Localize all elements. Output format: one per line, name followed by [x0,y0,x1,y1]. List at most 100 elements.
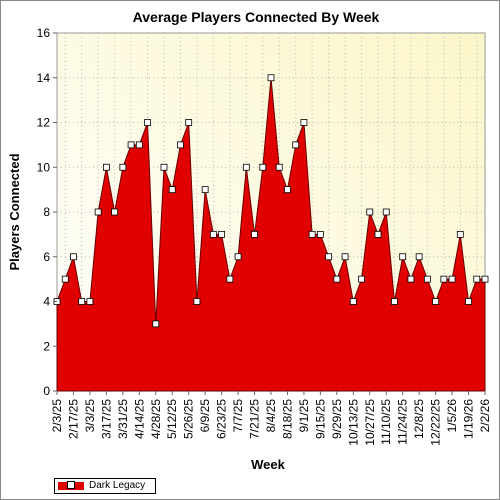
data-point [209,230,217,238]
x-axis-label: Week [251,457,285,472]
y-tick-label: 10 [37,160,51,174]
data-point [333,275,341,283]
data-point [399,253,407,261]
x-tick-label: 5/12/25 [165,399,179,439]
data-point [127,141,135,149]
data-point [481,275,489,283]
data-points [53,74,489,328]
x-tick-label: 3/17/25 [99,399,113,439]
y-tick-label: 0 [43,384,50,398]
legend-label: Dark Legacy [89,480,146,491]
x-tick-label: 6/23/25 [215,399,229,439]
data-point [292,141,300,149]
y-tick-label: 4 [43,295,50,309]
x-tick-label: 1/5/26 [445,399,459,433]
x-tick-labels: 2/3/25 2/17/25 3/3/25 3/17/25 3/31/25 4/14/25… [50,391,492,446]
data-point [465,298,472,305]
x-tick-label: 1/19/26 [462,399,476,439]
data-point [284,186,291,194]
data-point [185,119,193,126]
x-tick-label: 5/26/25 [182,399,196,439]
data-point [374,230,382,238]
x-tick-label: 6/9/25 [198,399,212,433]
data-point [275,163,283,171]
y-axis-label: Players Connected [7,153,22,270]
data-point [308,230,316,238]
x-tick-label: 2/3/25 [50,399,64,433]
data-point [366,208,374,216]
x-tick-label: 12/22/25 [429,399,443,446]
data-point [259,163,267,171]
x-tick-label: 7/21/25 [248,399,262,439]
data-point [349,298,357,305]
x-tick-label: 3/31/25 [116,399,130,439]
x-tick-label: 2/17/25 [66,399,80,439]
legend-marker [67,481,75,489]
x-tick-label: 11/10/25 [379,399,393,445]
data-point [234,253,242,261]
data-point [70,253,77,261]
data-point [111,208,119,216]
data-point [135,141,143,149]
data-point [242,163,250,171]
data-point [267,74,275,82]
data-point [300,119,308,126]
data-point [119,163,127,171]
data-point [391,298,398,305]
x-tick-label: 7/7/25 [231,399,245,433]
x-tick-label: 8/18/25 [280,399,294,439]
data-point [448,275,456,283]
legend: Dark Legacy [54,478,156,494]
y-tick-label: 6 [43,250,50,264]
data-point [152,320,160,328]
x-tick-label: 9/1/25 [297,399,311,433]
data-point [432,298,440,305]
data-point [473,275,481,283]
x-tick-label: 4/28/25 [149,399,163,439]
data-point [193,298,201,305]
data-point [168,186,176,194]
data-point [415,253,423,261]
data-point [251,230,258,238]
data-point [341,253,349,261]
data-point [407,275,415,283]
data-point [160,163,168,171]
data-point [423,275,431,283]
x-tick-label: 11/24/25 [396,399,410,445]
x-tick-label: 8/4/25 [264,399,278,433]
y-tick-label: 16 [37,26,51,40]
y-tick-label: 14 [37,71,51,85]
x-tick-label: 3/3/25 [83,399,97,433]
data-point [94,208,102,216]
series-area [56,77,486,392]
x-tick-label: 10/13/25 [346,399,360,446]
data-point [456,230,464,238]
data-point [86,298,94,305]
data-point [61,275,69,283]
x-tick-label: 2/2/26 [478,399,492,433]
data-point [316,230,324,238]
x-tick-label: 10/27/25 [363,399,377,446]
chart-title: Average Players Connected By Week [133,9,380,25]
data-point [144,119,151,126]
series-area-layer [56,77,486,392]
x-tick-label: 12/8/25 [412,399,426,439]
data-point [440,275,448,283]
data-point [177,141,184,149]
y-tick-labels: 0 2 4 6 8 10 12 14 16 [37,26,57,398]
data-point [201,186,209,194]
x-tick-label: 4/14/25 [132,399,146,439]
data-point [102,163,110,171]
data-point [325,253,333,261]
data-point [218,230,226,238]
data-point [358,275,365,283]
data-point [78,298,86,305]
y-tick-label: 8 [43,205,50,219]
data-point [382,208,390,216]
data-point [226,275,234,283]
y-tick-label: 12 [37,116,51,130]
y-tick-label: 2 [43,339,50,353]
x-tick-label: 9/15/25 [313,399,327,439]
x-tick-label: 9/29/25 [330,399,344,439]
